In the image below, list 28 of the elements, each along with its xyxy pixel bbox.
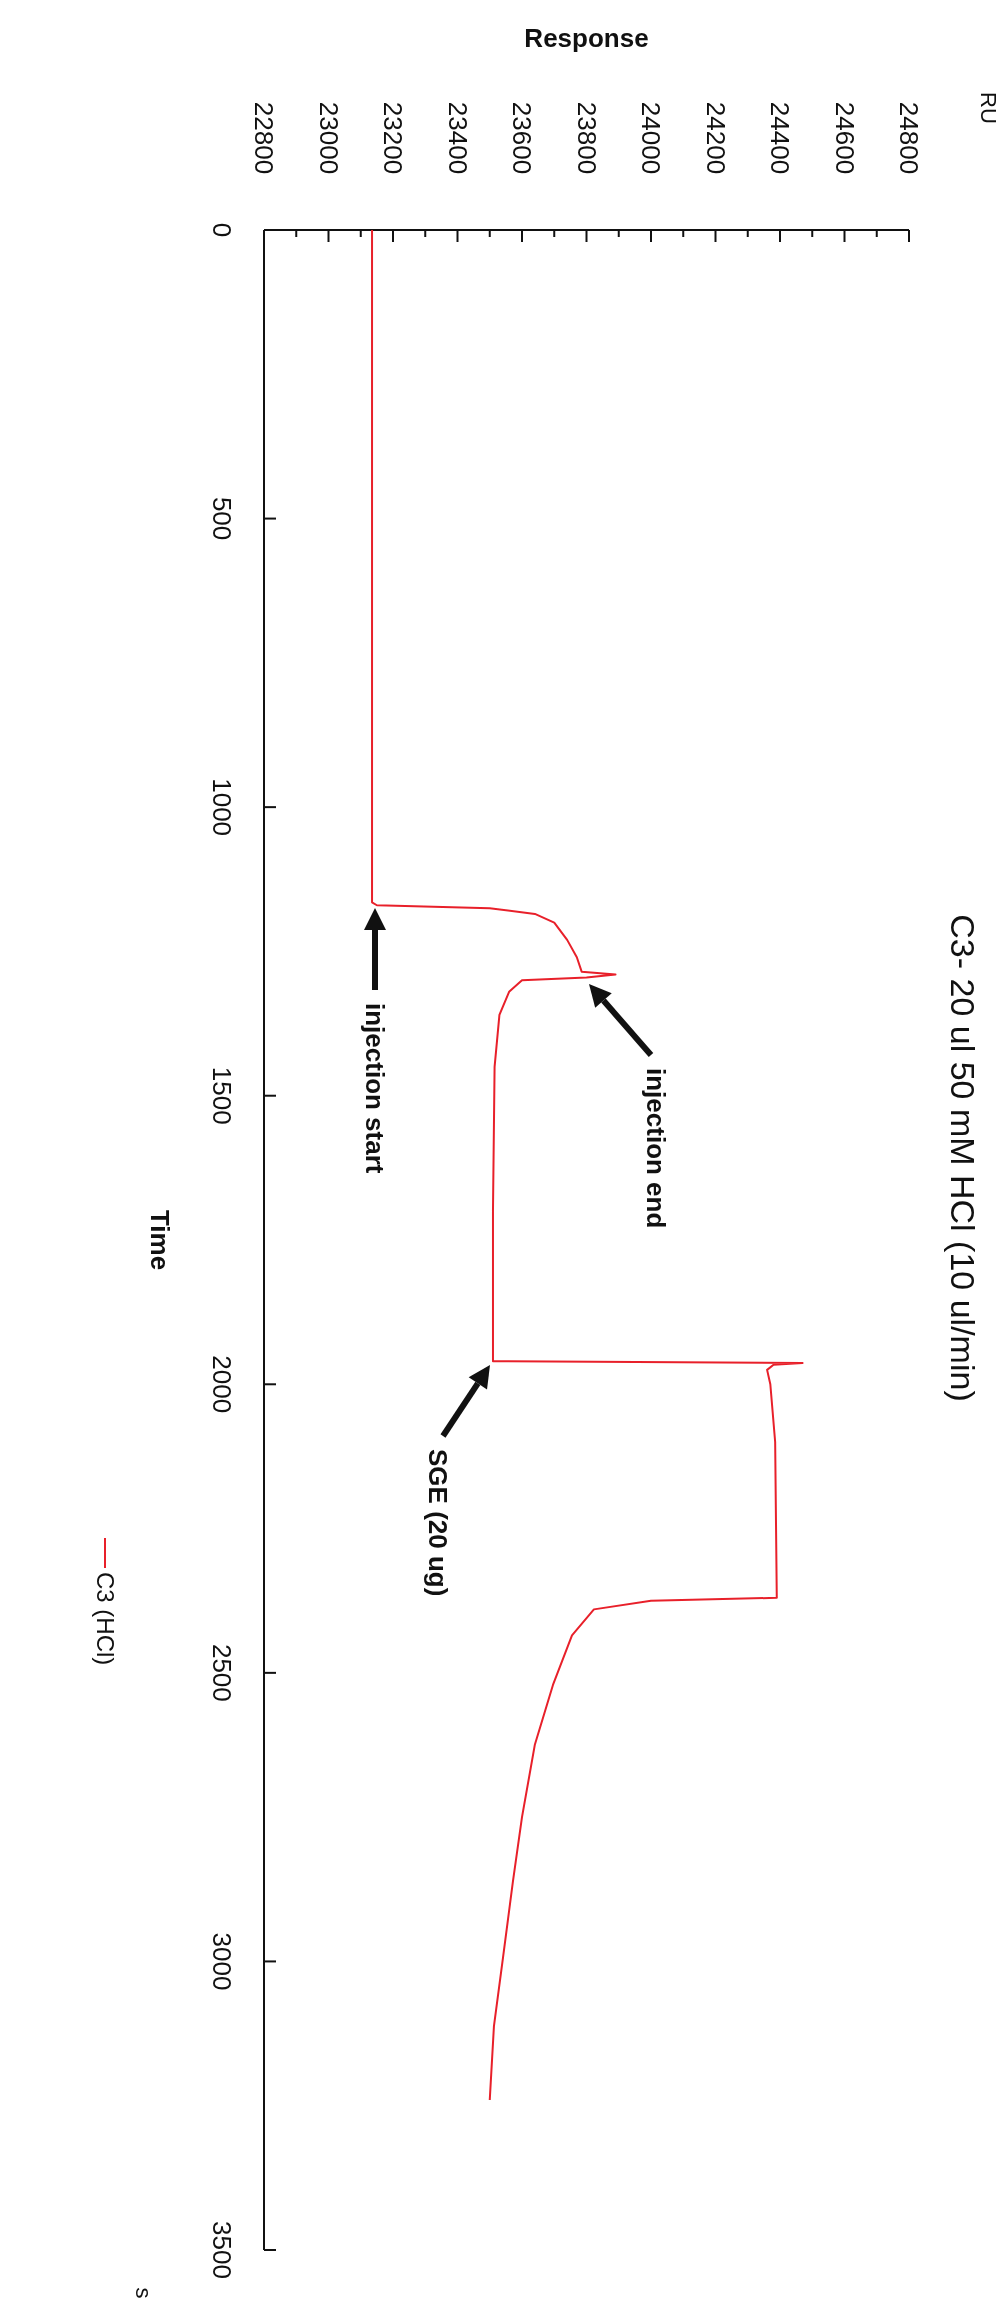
x-tick-label: 24400 xyxy=(765,101,795,175)
x-tick-label: 24600 xyxy=(829,101,860,175)
y-tick-label: 0 xyxy=(207,222,237,238)
y-tick-label: 2000 xyxy=(207,1355,237,1414)
x-tick-label: 23200 xyxy=(378,101,408,175)
x-tick-label: 24200 xyxy=(700,101,731,175)
x-tick-label: 24800 xyxy=(894,101,924,175)
x-tick-label: 22800 xyxy=(249,101,279,175)
text: C3- 20 ul 50 mM HCl (10 ul/min) xyxy=(944,914,982,1402)
y-axis-title: Time xyxy=(145,1209,175,1271)
x-axis-title: Response xyxy=(524,23,649,53)
annotation: injection start xyxy=(360,1003,390,1174)
text: RU xyxy=(975,92,1001,124)
x-tick-label: 23400 xyxy=(442,101,473,175)
annotation: SGE (20 ug) xyxy=(423,1449,453,1597)
x-tick-label: 23000 xyxy=(313,101,344,175)
x-tick-label: 23600 xyxy=(507,101,537,175)
y-tick-label: 3000 xyxy=(207,1932,237,1991)
y-tick-label: 500 xyxy=(207,496,237,541)
legend-label: C3 (HCl) xyxy=(91,1572,119,1666)
y-tick-label: 1500 xyxy=(207,1066,237,1125)
x-tick-label: 24000 xyxy=(636,101,666,175)
annotation: injection end xyxy=(641,1068,671,1229)
y-tick-label: 3500 xyxy=(207,2221,237,2279)
x-tick-label: 23800 xyxy=(571,101,602,175)
y-tick-label: 1000 xyxy=(207,778,237,837)
y-tick-label: 2500 xyxy=(207,1643,237,1702)
text: s xyxy=(130,2287,156,2299)
